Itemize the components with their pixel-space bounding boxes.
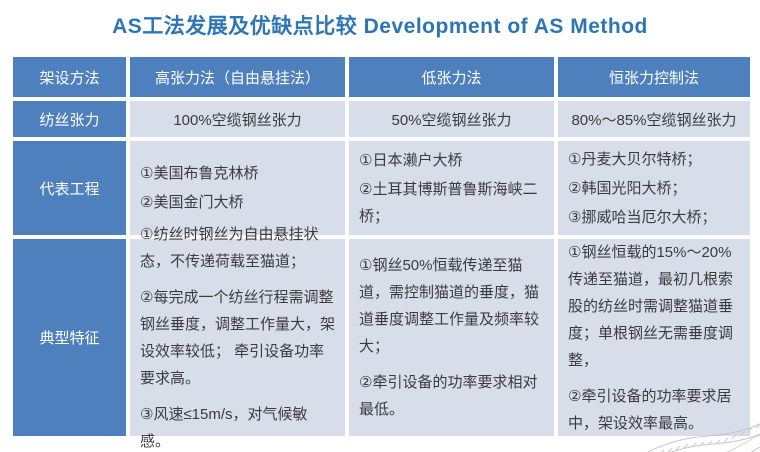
table-cell: ①钢丝恒载的15%～20%传递至猫道，最初几根索股的纺丝时需调整猫道垂度；单根钢…	[558, 239, 750, 436]
cell-text: ②牵引设备的功率要求居中，架设效率最高。	[568, 387, 732, 432]
row-label-typical-features: 典型特征	[13, 239, 126, 436]
table-header-high-tension: 高张力法（自由悬挂法）	[130, 57, 345, 97]
cell-text: ③风速≤15m/s，对气候敏感。	[140, 405, 308, 450]
cell-text: ③挪威哈当厄尔大桥；	[568, 208, 717, 226]
table-cell: ①纺丝时钢丝为自由悬挂状态，不传递荷载至猫道； ②每完成一个纺丝行程需调整钢丝垂…	[130, 226, 345, 450]
table-cell: 100%空缆钢丝张力	[130, 101, 345, 137]
comparison-table: 架设方法 高张力法（自由悬挂法） 低张力法 恒张力控制法 纺丝张力 100%空缆…	[13, 57, 750, 450]
cell-text: ②每完成一个纺丝行程需调整钢丝垂度，调整工作量大，架设效率较低； 牵引设备功率要…	[140, 288, 336, 387]
cell-text: ①日本濑户大桥	[359, 151, 463, 169]
table-cell: 50%空缆钢丝张力	[349, 101, 554, 137]
table-cell: ①日本濑户大桥 ②土耳其博斯普鲁斯海峡二桥；	[349, 141, 554, 235]
cell-text: ②韩国光阳大桥；	[568, 179, 687, 197]
cell-text: ①钢丝恒载的15%～20%传递至猫道，最初几根索股的纺丝时需调整猫道垂度；单根钢…	[568, 243, 734, 369]
table-cell: ①钢丝50%恒载传递至猫道，需控制猫道的垂度，猫道垂度调整工作量及频率较大； ②…	[349, 239, 554, 436]
table-cell: ①丹麦大贝尔特桥； ②韩国光阳大桥； ③挪威哈当厄尔大桥；	[558, 141, 750, 235]
row-label-representative-projects: 代表工程	[13, 141, 126, 235]
cell-text: ②牵引设备的功率要求相对最低。	[359, 374, 538, 418]
table-header-constant-tension: 恒张力控制法	[558, 57, 750, 97]
table-cell: 80%～85%空缆钢丝张力	[558, 101, 750, 137]
cell-text: ②土耳其博斯普鲁斯海峡二桥；	[359, 180, 538, 225]
row-label-spinning-tension: 纺丝张力	[13, 101, 126, 137]
table-cell: ①美国布鲁克林桥 ②美国金门大桥	[130, 141, 345, 235]
cell-text: ①丹麦大贝尔特桥；	[568, 150, 702, 168]
cell-text: ①纺丝时钢丝为自由悬挂状态，不传递荷载至猫道；	[140, 225, 319, 270]
page-title: AS工法发展及优缺点比较 Development of AS Method	[112, 15, 648, 38]
cell-text: ②美国金门大桥	[140, 194, 244, 211]
cell-text: ①钢丝50%恒载传递至猫道，需控制猫道的垂度，猫道垂度调整工作量及频率较大；	[359, 257, 540, 355]
table-header-method: 架设方法	[13, 57, 126, 97]
cell-text: ①美国布鲁克林桥	[140, 165, 259, 182]
table-header-low-tension: 低张力法	[349, 57, 554, 97]
